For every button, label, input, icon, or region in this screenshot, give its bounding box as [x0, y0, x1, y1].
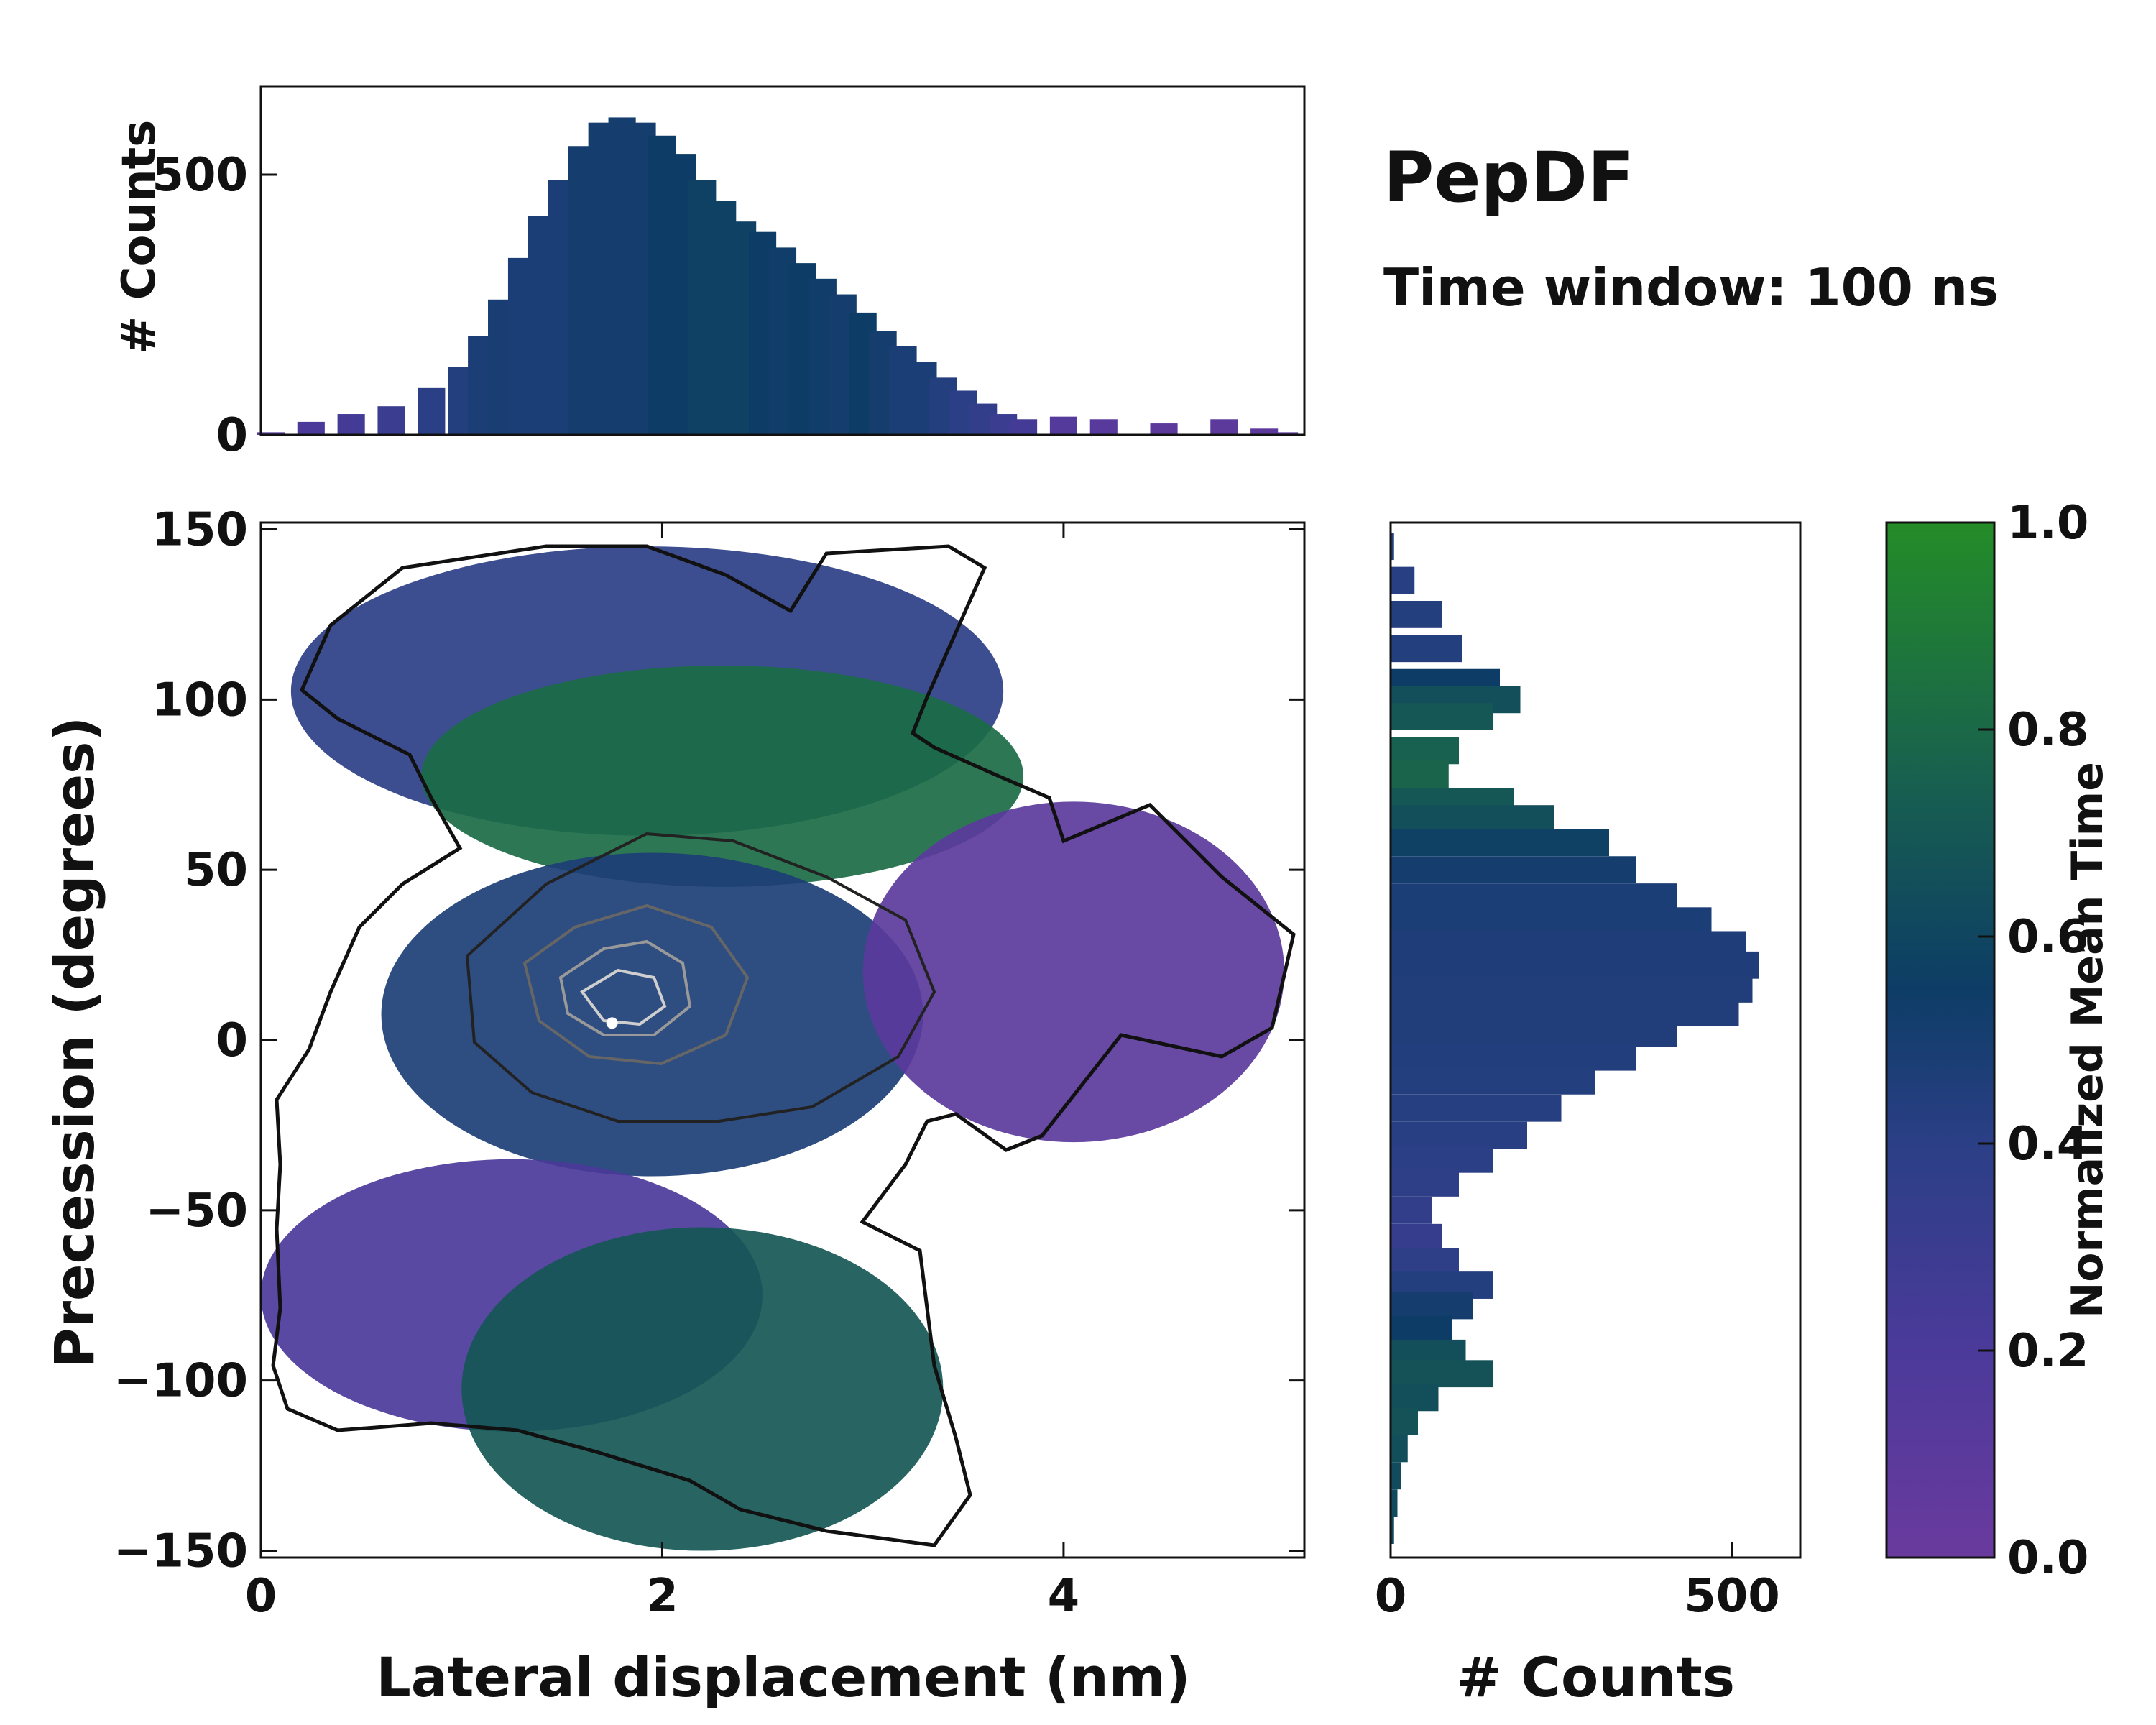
- right-histogram-bar: [1391, 883, 1677, 911]
- heatmap-ytick-label: 100: [152, 673, 248, 727]
- heatmap-ytick-label: −50: [145, 1184, 248, 1238]
- heatmap-ytick-label: −100: [114, 1355, 248, 1408]
- heatmap-ytick-label: 0: [216, 1014, 248, 1067]
- right-histogram-bar: [1391, 1247, 1459, 1275]
- top-histogram-bar: [1089, 419, 1118, 435]
- heatmap-inner-contour: [522, 903, 750, 1066]
- density-peak-marker: [606, 1017, 618, 1029]
- colorbar-tick-label: 0.0: [2007, 1532, 2088, 1585]
- right-histogram-bar: [1391, 635, 1462, 663]
- right-histogram-bar: [1391, 1384, 1439, 1412]
- top-histogram-bar: [337, 414, 365, 435]
- top-histogram-bar: [1250, 428, 1279, 435]
- right-histogram-bars: [1391, 533, 1759, 1545]
- colorbar-tick-label: 0.4: [2007, 1118, 2088, 1171]
- heatmap-core-contour: [558, 939, 692, 1036]
- top-histogram: 0 500 # Counts: [113, 85, 1306, 462]
- top-histogram-ytick-label: 0: [216, 409, 248, 462]
- right-histogram-bar: [1391, 1043, 1636, 1071]
- right-histogram-bar: [1391, 856, 1636, 884]
- heatmap-peak-contour: [580, 968, 667, 1026]
- heatmap-xtick-label: 0: [245, 1570, 277, 1623]
- heatmap-region-1: [421, 665, 1024, 887]
- top-histogram-bars: [257, 117, 1299, 436]
- right-histogram-bar: [1391, 1169, 1459, 1197]
- heatmap-region-3: [862, 801, 1285, 1143]
- right-histogram-bar: [1391, 566, 1415, 594]
- top-histogram-yticks: 0 500: [152, 149, 277, 462]
- top-histogram-bar: [418, 387, 446, 435]
- top-histogram-bar: [257, 432, 285, 435]
- right-histogram-bar: [1391, 1145, 1493, 1173]
- colorbar-tick-label: 1.0: [2007, 497, 2088, 550]
- right-histogram-bar: [1391, 737, 1459, 765]
- heatmap-xlabel: Lateral displacement (nm): [376, 1645, 1190, 1709]
- right-histogram-bar: [1391, 1067, 1595, 1095]
- right-histogram: 0 500 # Counts: [1375, 521, 1802, 1709]
- right-histogram-bar: [1391, 533, 1394, 561]
- colorbar-tick-label: 0.8: [2007, 704, 2088, 757]
- heatmap-ytick-label: 150: [152, 503, 248, 556]
- right-histogram-bar: [1391, 1407, 1418, 1435]
- right-histogram-bar: [1391, 600, 1442, 628]
- colorbar-ticks: 0.0 0.2 0.4 0.6 0.8 1.0: [1978, 497, 2088, 1585]
- right-histogram-frame: [1389, 521, 1802, 1559]
- right-histogram-bar: [1391, 829, 1609, 857]
- right-histogram-bar: [1391, 1360, 1493, 1388]
- heatmap-xtick-label: 4: [1048, 1570, 1080, 1623]
- right-histogram-bar: [1391, 760, 1449, 788]
- colorbar-label: Normalized Mean Time: [2063, 762, 2113, 1318]
- right-histogram-bar: [1391, 1292, 1473, 1320]
- right-histogram-bar: [1391, 1121, 1527, 1149]
- colorbar-tick-label: 0.2: [2007, 1325, 2088, 1378]
- top-histogram-bar: [1210, 419, 1238, 435]
- heatmap-ylabel: Precession (degrees): [42, 717, 106, 1368]
- heatmap-outer-contour: [271, 544, 1296, 1547]
- figure-title: PepDF: [1383, 137, 1634, 218]
- colorbar-tick-label: 0.6: [2007, 911, 2088, 964]
- heatmap-ytick-label: −150: [114, 1525, 248, 1578]
- colorbar-gradient: [1885, 521, 1996, 1559]
- right-histogram-bar: [1391, 1435, 1408, 1463]
- top-histogram-bar: [377, 406, 405, 435]
- right-histogram-bar: [1391, 1315, 1452, 1343]
- right-histogram-bar: [1391, 1223, 1442, 1251]
- top-histogram-bar: [1010, 419, 1038, 435]
- colorbar: 0.0 0.2 0.4 0.6 0.8 1.0 Normalized Mean Time: [1885, 497, 2113, 1585]
- top-histogram-ytick-label: 500: [152, 149, 248, 202]
- right-histogram-bar: [1391, 1094, 1562, 1122]
- heatmap-ytick-label: 50: [184, 844, 248, 897]
- right-histogram-bar: [1391, 1462, 1401, 1490]
- right-histogram-bar: [1391, 1019, 1677, 1047]
- top-histogram-bar: [1150, 423, 1178, 435]
- top-histogram-frame: [259, 85, 1306, 436]
- right-histogram-xticks: 0 500: [1375, 1542, 1780, 1623]
- top-histogram-bar: [297, 421, 325, 435]
- right-histogram-bar: [1391, 951, 1759, 979]
- right-histogram-bar: [1391, 805, 1554, 833]
- right-histogram-xtick-label: 500: [1684, 1570, 1780, 1623]
- top-histogram-bar: [1049, 416, 1077, 435]
- heatmap-yticks: 150 100 50 0 −50 −100 −150: [114, 503, 1304, 1578]
- right-histogram-bar: [1391, 907, 1712, 935]
- top-histogram-ylabel: # Counts: [113, 120, 166, 355]
- right-histogram-bar: [1391, 1489, 1398, 1517]
- right-histogram-bar: [1391, 1517, 1394, 1545]
- figure-subtitle: Time window: 100 ns: [1383, 257, 1999, 318]
- right-histogram-xtick-label: 0: [1375, 1570, 1407, 1623]
- right-histogram-bar: [1391, 1196, 1432, 1224]
- heatmap-region-5: [461, 1227, 944, 1551]
- main-heatmap: 0 2 4 150 100 50 0 −50 −100 −150 Lateral displac…: [42, 503, 1306, 1709]
- heatmap-mid-contour: [465, 832, 936, 1123]
- right-histogram-xlabel: # Counts: [1456, 1645, 1735, 1709]
- heatmap-xtick-label: 2: [646, 1570, 678, 1623]
- heatmap-xticks: 0 2 4: [245, 523, 1079, 1623]
- top-histogram-bar: [1271, 432, 1299, 435]
- right-histogram-bar: [1391, 703, 1493, 730]
- right-histogram-bar: [1391, 975, 1753, 1003]
